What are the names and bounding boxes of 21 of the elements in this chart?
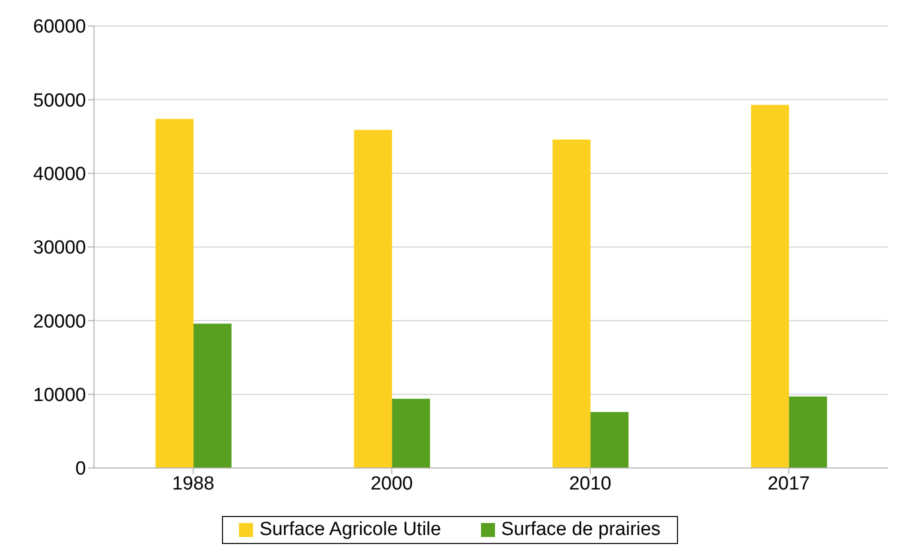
y-tick-label: 30000 bbox=[33, 238, 86, 259]
bar bbox=[552, 139, 591, 468]
x-tick-label: 2010 bbox=[569, 473, 612, 494]
y-tick-label: 40000 bbox=[33, 164, 86, 186]
legend-label: Surface de prairies bbox=[500, 519, 661, 541]
bar bbox=[194, 324, 232, 468]
y-tick-label: 50000 bbox=[33, 90, 86, 112]
x-tick-label: 2017 bbox=[768, 473, 810, 494]
y-tick-label: 60000 bbox=[33, 16, 86, 38]
y-tick-label: 20000 bbox=[33, 311, 86, 332]
bar bbox=[590, 412, 629, 468]
bar bbox=[392, 398, 430, 468]
bar bbox=[156, 118, 194, 468]
y-tick-label: 0 bbox=[75, 458, 86, 480]
x-tick-label: 2000 bbox=[370, 473, 413, 494]
bar bbox=[789, 396, 828, 468]
x-tick-label: 1988 bbox=[172, 473, 214, 494]
legend-label: Surface Agricole Utile bbox=[258, 519, 442, 541]
y-tick-label: 10000 bbox=[33, 385, 86, 406]
bar bbox=[354, 130, 392, 468]
bar bbox=[751, 104, 790, 468]
